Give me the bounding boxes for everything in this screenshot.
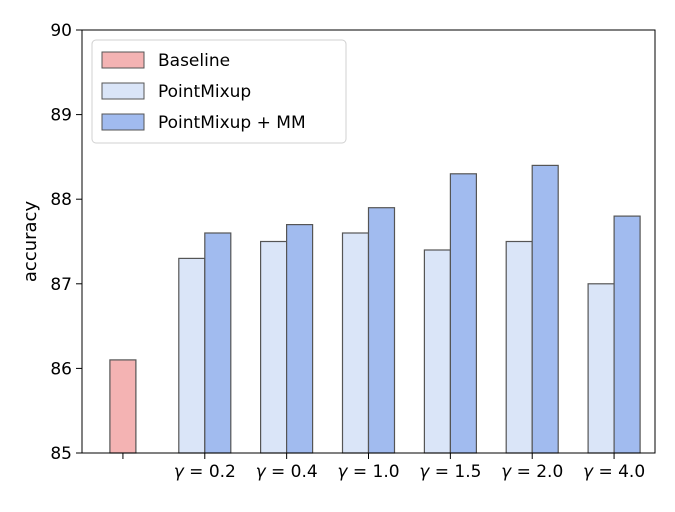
y-axis-label: accuracy (20, 201, 41, 283)
bar-pointmixup-1 (178, 257, 206, 454)
bars-layer (109, 164, 641, 454)
legend-box (91, 39, 347, 144)
x-tick-label: γ = 0.2 (174, 462, 236, 482)
y-tick-label: 86 (50, 359, 72, 379)
bar-pointmixup-5 (505, 240, 533, 454)
bar-pointmixup-2 (260, 240, 288, 454)
bar-pointmixup-mm-5 (531, 164, 559, 454)
x-tick-label: γ = 1.5 (419, 462, 481, 482)
x-tick-label: γ = 4.0 (583, 462, 645, 482)
y-tick-label: 87 (50, 275, 72, 295)
bar-pointmixup-mm-2 (286, 224, 314, 454)
y-tick-label: 85 (50, 444, 72, 464)
x-axis: γ = 0.2 γ = 0.4 γ = 1.0 γ = 1.5 γ = 2.0 γ = 4… (122, 453, 645, 482)
bar-pointmixup-mm-4 (449, 173, 477, 454)
x-tick-label: γ = 0.4 (256, 462, 318, 482)
bar-pointmixup-6 (587, 283, 615, 454)
legend-label-pointmixup: PointMixup (158, 82, 251, 102)
y-axis: 85 86 87 88 89 90 (50, 21, 82, 464)
y-tick-label: 89 (50, 106, 72, 126)
x-tick-label: γ = 2.0 (501, 462, 563, 482)
y-tick-label: 90 (50, 21, 72, 41)
bar-pointmixup-mm-6 (613, 215, 641, 454)
bar-pointmixup-4 (423, 249, 451, 454)
legend-swatch-baseline (101, 51, 145, 69)
legend-label-baseline: Baseline (158, 51, 230, 71)
bar-pointmixup-3 (341, 232, 370, 454)
legend: Baseline PointMixup PointMixup + MM (91, 39, 347, 144)
bar-pointmixup-mm-3 (367, 207, 396, 454)
bar-baseline-0 (109, 359, 137, 454)
legend-swatch-pointmixup (101, 82, 145, 100)
y-tick-label: 88 (50, 190, 72, 210)
bar-pointmixup-mm-1 (204, 232, 232, 454)
legend-swatch-pointmixup-mm (101, 113, 145, 131)
legend-label-pointmixup-mm: PointMixup + MM (158, 113, 306, 133)
x-tick-label: γ = 1.0 (337, 462, 399, 482)
